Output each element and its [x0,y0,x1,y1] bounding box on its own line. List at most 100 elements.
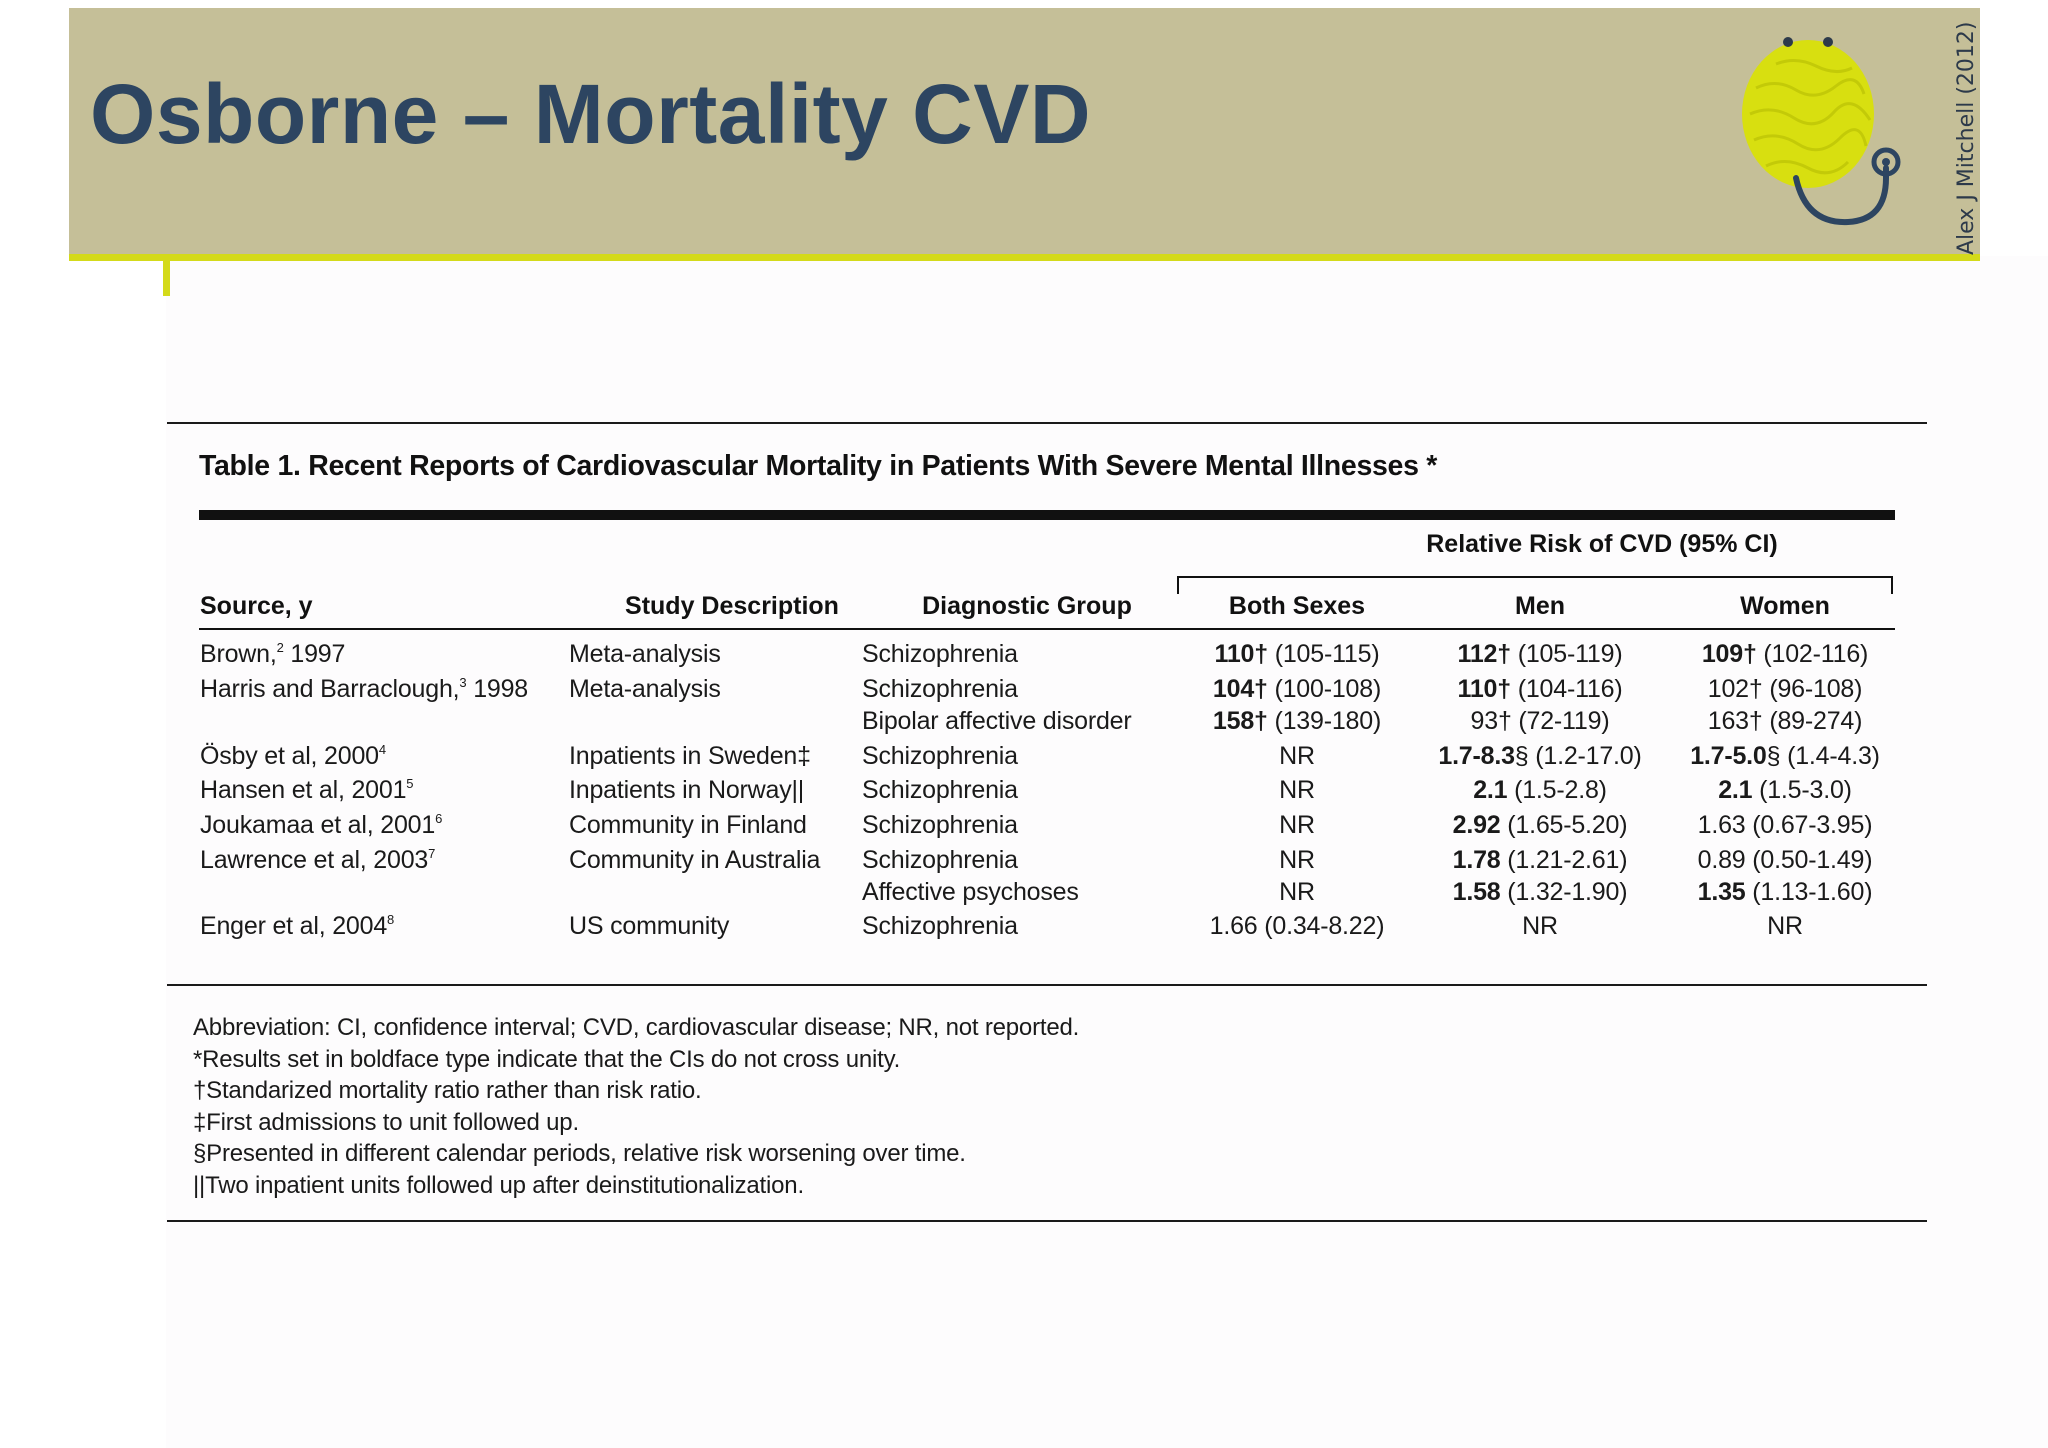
value-bold: 110† [1457,675,1512,703]
women-cell: 2.1 (1.5-3.0) [1665,776,1905,805]
men-cell: 2.1 (1.5-2.8) [1420,776,1660,805]
table-row: Lawrence et al, 20037 Community in Austra… [167,846,1927,879]
diagnostic-group-cell: Schizophrenia [862,776,1018,804]
value-bold: 1.7-8.3 [1438,742,1515,770]
table-row: Bipolar affective disorder 158† (139-180)… [167,707,1927,740]
value-text: (1.32-1.90) [1500,878,1628,906]
source-name: Joukamaa et al, 2001 [200,811,436,839]
value-bold: 1.7-5.0 [1690,742,1767,770]
table-row: Ösby et al, 20004 Inpatients in Sweden‡ Sc… [167,742,1927,775]
women-cell: 1.7-5.0§ (1.4-4.3) [1665,742,1905,771]
diagnostic-group-cell: Bipolar affective disorder [862,707,1132,735]
study-description-cell: Community in Australia [569,846,821,874]
study-description-cell: Inpatients in Sweden‡ [569,742,811,770]
diagnostic-group-cell: Schizophrenia [862,675,1018,703]
women-cell: 1.35 (1.13-1.60) [1665,878,1905,907]
value-bold: 158† [1212,707,1268,735]
col-head-diagnosis: Diagnostic Group [922,592,1132,620]
men-cell: NR [1420,912,1660,941]
header-band [69,8,1980,254]
value-text: (1.5-3.0) [1752,776,1852,804]
value-text: (104-116) [1510,675,1623,703]
source-reference: 5 [406,776,414,791]
both-sexes-cell: NR [1177,811,1417,840]
table-bottom-rule [167,984,1927,986]
source-cell: Brown,2 1997 [200,640,345,669]
women-cell: 163† (89-274) [1665,707,1905,736]
diagnostic-group-cell: Schizophrenia [862,846,1018,874]
source-name: Harris and Barraclough, [200,675,460,703]
table-top-rule [167,422,1927,424]
value-text: 102† (96-108) [1707,675,1863,703]
value-text: (1.5-2.8) [1507,776,1607,804]
source-year: 1998 [466,675,529,703]
both-sexes-cell: 104† (100-108) [1177,675,1417,704]
author-credit: Alex J Mitchell (2012) [1954,21,1979,255]
value-bold: 2.1 [1718,776,1753,804]
value-bold: 110† [1214,640,1269,668]
table-caption: Table 1. Recent Reports of Cardiovascula… [199,450,1438,482]
source-reference: 6 [435,811,443,826]
table-row: Enger et al, 20048 US community Schizophre… [167,912,1927,945]
women-cell: 109† (102-116) [1665,640,1905,669]
footnote: *Results set in boldface type indicate t… [193,1045,901,1073]
source-cell: Ösby et al, 20004 [200,742,386,771]
value-text: 93† (72-119) [1470,707,1610,735]
value-text: 1.63 (0.67-3.95) [1697,811,1873,839]
table-header-rule [199,628,1895,630]
men-cell: 110† (104-116) [1420,675,1660,704]
col-head-source: Source, y [200,592,313,620]
men-cell: 93† (72-119) [1420,707,1660,736]
diagnostic-group-cell: Affective psychoses [862,878,1079,906]
value-text: NR [1279,811,1315,839]
both-sexes-cell: NR [1177,742,1417,771]
value-text: 1.66 (0.34-8.22) [1209,912,1385,940]
women-cell: NR [1665,912,1905,941]
col-head-men: Men [1515,592,1565,620]
table-footnotes: Abbreviation: CI, confidence interval; C… [193,1012,1079,1201]
value-text: (1.13-1.60) [1745,878,1873,906]
both-sexes-cell: 110† (105-115) [1177,640,1417,669]
men-cell: 1.7-8.3§ (1.2-17.0) [1420,742,1660,771]
value-text: (139-180) [1267,707,1382,735]
both-sexes-cell: NR [1177,878,1417,907]
value-bold: 109† [1701,640,1757,668]
source-name: Lawrence et al, 2003 [200,846,429,874]
col-head-study: Study Description [625,592,839,620]
source-reference: 2 [276,640,284,655]
value-bold: 1.78 [1452,846,1501,874]
value-text: (100-108) [1267,675,1382,703]
source-name: Enger et al, 2004 [200,912,388,940]
value-text: (1.65-5.20) [1500,811,1628,839]
table-caption-rule [199,510,1895,520]
col-head-both-sexes: Both Sexes [1228,592,1366,620]
study-description-cell: US community [569,912,730,940]
both-sexes-cell: 1.66 (0.34-8.22) [1177,912,1417,941]
source-reference: 7 [428,846,436,861]
header-accent-rule [69,254,1980,261]
both-sexes-cell: 158† (139-180) [1177,707,1417,736]
value-text: NR [1279,776,1315,804]
source-reference: 8 [387,912,395,927]
diagnostic-group-cell: Schizophrenia [862,811,1018,839]
value-text: (105-115) [1267,640,1380,668]
value-text: § (1.2-17.0) [1514,742,1642,770]
both-sexes-cell: NR [1177,846,1417,875]
table-row: Hansen et al, 20015 Inpatients in Norway|… [167,776,1927,809]
value-bold: 1.58 [1452,878,1501,906]
slide-body [166,256,2048,1448]
table-row: Brown,2 1997 Meta-analysis Schizophrenia 11… [167,640,1927,673]
study-description-cell: Community in Finland [569,811,807,839]
source-cell: Enger et al, 20048 [200,912,394,941]
value-bold: 104† [1212,675,1268,703]
study-description-cell: Inpatients in Norway|| [569,776,805,804]
value-text: § (1.4-4.3) [1766,742,1880,770]
source-name: Ösby et al, 2000 [200,742,379,770]
footnote: ‡First admissions to unit followed up. [193,1108,579,1136]
men-cell: 2.92 (1.65-5.20) [1420,811,1660,840]
women-cell: 102† (96-108) [1665,675,1905,704]
women-cell: 1.63 (0.67-3.95) [1665,811,1905,840]
value-text: 0.89 (0.50-1.49) [1697,846,1873,874]
value-bold: 2.1 [1473,776,1508,804]
value-text: (1.21-2.61) [1500,846,1628,874]
